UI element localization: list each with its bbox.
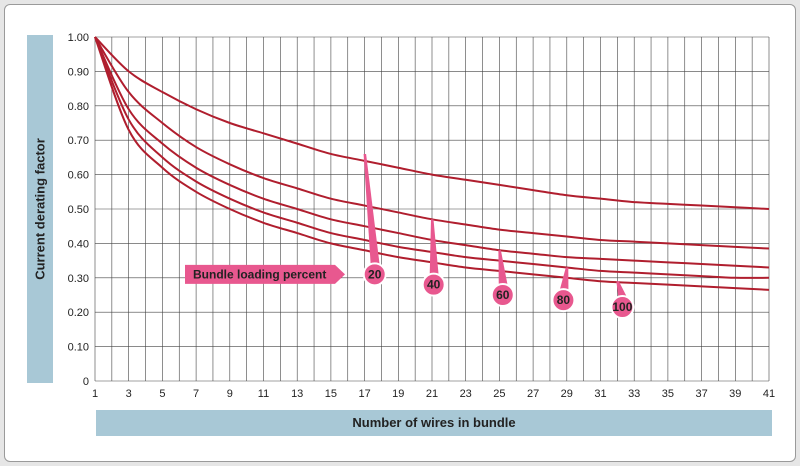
x-tick-label: 1 [92,388,98,400]
callout-pointer [498,250,508,286]
curve-20 [94,36,770,210]
tick-labels: 0 0.10 0.20 0.30 0.40 0.50 0.60 0.70 0.80 0.90 1.0… [68,32,776,400]
x-tick-label: 9 [227,388,233,400]
callout-badge [362,262,387,287]
x-axis-label-band: Number of wires in bundle [96,410,772,436]
x-tick-label: 29 [561,388,573,400]
grid [94,36,770,382]
y-tick-label: 1.00 [68,32,89,44]
x-tick-label: 25 [493,388,505,400]
x-tick-label: 31 [594,388,606,400]
callouts: 20 Bundle loading percent 40 60 80 100 [185,153,635,320]
x-tick-label: 23 [460,388,472,400]
callout-pointer [616,281,628,299]
x-tick-label: 17 [358,388,370,400]
callout-badge [551,288,576,313]
callout-label: 20 [368,267,382,281]
callout-label: 60 [496,288,510,302]
y-tick-label: 0.50 [68,204,89,216]
callout-pointer [363,153,380,266]
callout-label: 80 [557,293,571,307]
x-tick-label: 41 [763,388,775,400]
y-tick-label: 0.10 [68,342,89,354]
curve-40 [94,36,770,250]
x-tick-label: 7 [193,388,199,400]
x-tick-label: 3 [126,388,132,400]
callout-label: 100 [612,300,632,314]
x-tick-label: 15 [325,388,337,400]
legend-title-pill [185,264,345,284]
x-tick-label: 19 [392,388,404,400]
x-tick-label: 21 [426,388,438,400]
y-tick-label: 0.70 [68,135,89,147]
x-tick-label: 35 [662,388,674,400]
y-tick-label: 0.40 [68,238,89,250]
callout-label: 40 [427,278,441,292]
x-tick-label: 27 [527,388,539,400]
x-tick-label: 39 [729,388,741,400]
callout-badge [490,283,515,307]
y-tick-label: 0.90 [68,66,89,78]
y-tick-label: 0.80 [68,101,89,113]
y-tick-label: 0.60 [68,170,89,182]
x-axis-label: Number of wires in bundle [352,415,516,430]
callout-badge [610,295,635,320]
x-tick-label: 33 [628,388,640,400]
x-tick-label: 5 [159,388,165,400]
y-axis-label-band: Current derating factor [27,35,53,383]
callout-pointer [559,267,569,292]
legend-title: Bundle loading percent [193,267,326,281]
y-tick-label: 0 [83,376,89,388]
x-tick-label: 37 [695,388,707,400]
callout-pointer [429,219,439,276]
y-tick-label: 0.20 [68,307,89,319]
callout-badge [421,272,446,297]
x-tick-label: 13 [291,388,303,400]
y-tick-label: 0.30 [68,273,89,285]
x-tick-label: 11 [258,388,269,400]
